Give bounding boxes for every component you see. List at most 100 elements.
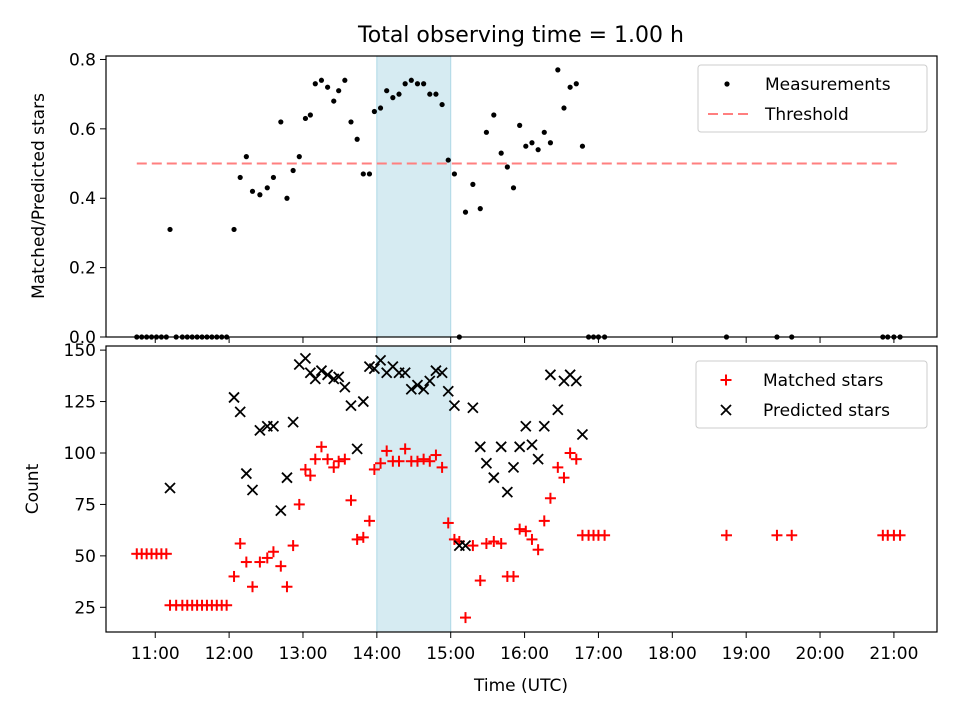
bottom-x-label: Time (UTC) — [473, 676, 568, 696]
matched-star-point — [221, 599, 233, 611]
predicted-star-point — [495, 441, 507, 453]
bottom-x-tick-label: 12:00 — [205, 644, 254, 664]
matched-star-point — [267, 546, 279, 558]
bottom-y-tick-label: 75 — [74, 495, 96, 515]
bottom-x-tick-label: 21:00 — [869, 644, 918, 664]
predicted-star-point — [374, 354, 387, 367]
matched-star-point — [538, 515, 550, 527]
measurement-point — [541, 129, 547, 135]
measurement-point — [567, 84, 573, 90]
matched-star-point — [254, 556, 266, 568]
measurement-point — [561, 105, 567, 111]
predicted-star-point — [368, 362, 381, 375]
predicted-star-point — [467, 402, 479, 414]
measurement-point — [470, 181, 476, 187]
matched-star-point — [322, 453, 334, 465]
measurement-point — [270, 174, 277, 181]
predicted-star-point — [339, 381, 351, 393]
predicted-star-point — [164, 482, 176, 494]
x-b — [459, 539, 472, 552]
legend-x-glyph — [720, 404, 732, 416]
bottom-x-tick-label: 20:00 — [796, 644, 845, 664]
matched-star-point — [514, 523, 526, 535]
matched-star-point — [430, 449, 442, 461]
matched-star-point — [299, 463, 311, 475]
matched-star-point — [467, 540, 479, 552]
bottom-y-tick-label: 50 — [74, 547, 96, 567]
x-b — [720, 404, 732, 416]
bottom-x-tick-label: 11:00 — [131, 644, 180, 664]
matched-star-point — [287, 540, 299, 552]
x-b — [467, 402, 479, 414]
x-b — [501, 486, 513, 498]
predicted-star-point — [507, 461, 520, 474]
x-b — [520, 420, 532, 432]
legend-measurement-marker — [724, 81, 730, 87]
top-axes-frame — [105, 55, 938, 338]
matched-star-point — [399, 443, 411, 455]
x-b — [399, 367, 411, 379]
matched-star-point — [381, 445, 393, 457]
matched-star-point — [436, 461, 448, 473]
x-b — [411, 379, 424, 391]
predicted-star-point — [532, 453, 544, 465]
predicted-star-point — [501, 486, 513, 498]
matched-star-point — [240, 556, 252, 568]
x-b — [304, 367, 317, 379]
x-b — [281, 472, 293, 484]
measurement-point — [462, 209, 469, 215]
x-b — [299, 352, 312, 364]
x-b — [570, 375, 582, 387]
top-y-axis: 0.0 0.2 0.4 0.6 0.8 — [69, 50, 106, 348]
matched-star-point — [459, 612, 471, 624]
legend-threshold-label: Threshold — [764, 105, 849, 125]
x-b — [417, 383, 430, 395]
bottom-x-tick-label: 15:00 — [426, 644, 475, 664]
matched-star-point — [309, 453, 321, 465]
measurement-point — [555, 67, 561, 73]
x-b — [436, 367, 448, 379]
x-b — [564, 369, 576, 381]
x-b — [309, 373, 321, 385]
measurement-point — [408, 77, 414, 83]
measurement-point — [510, 185, 517, 191]
x-b — [538, 420, 550, 432]
measurement-point — [477, 206, 483, 212]
measurement-point — [325, 84, 331, 90]
matched-star-point — [424, 455, 436, 467]
predicted-star-point — [520, 420, 532, 432]
measurement-point — [414, 81, 421, 87]
matched-star-point — [564, 447, 576, 459]
predicted-star-point — [345, 400, 357, 412]
matched-star-point — [520, 525, 532, 537]
x-b — [495, 441, 507, 453]
bottom-x-tick-label: 19:00 — [722, 644, 771, 664]
bottom-y-tick-label: 125 — [64, 393, 96, 413]
x-b — [315, 365, 328, 377]
predicted-star-point — [321, 369, 334, 381]
x-b — [552, 404, 564, 416]
bottom-x-tick-label: 16:00 — [500, 644, 549, 664]
predicted-star-point — [488, 472, 500, 484]
matched-star-point — [339, 453, 351, 465]
predicted-star-point — [417, 383, 430, 395]
matched-star-point — [786, 529, 798, 541]
predicted-star-point — [267, 420, 280, 432]
measurement-point — [302, 115, 309, 122]
measurement-point — [307, 112, 313, 118]
top-x-ticks — [154, 337, 895, 343]
x-b — [544, 369, 557, 381]
top-legend: Measurements Threshold — [697, 64, 928, 133]
measurement-point — [264, 185, 270, 191]
matched-star-point — [552, 461, 564, 473]
measurement-point — [396, 91, 402, 97]
top-y-tick-label: 0.0 — [69, 328, 96, 348]
bottom-y-axis: 25 50 75 100 125 150 — [64, 341, 106, 618]
x-b — [514, 441, 526, 453]
measurement-point — [366, 171, 373, 177]
predicted-star-point — [436, 367, 448, 379]
predicted-star-point — [299, 352, 312, 364]
predicted-star-point — [254, 424, 266, 436]
measurement-point — [390, 95, 396, 101]
